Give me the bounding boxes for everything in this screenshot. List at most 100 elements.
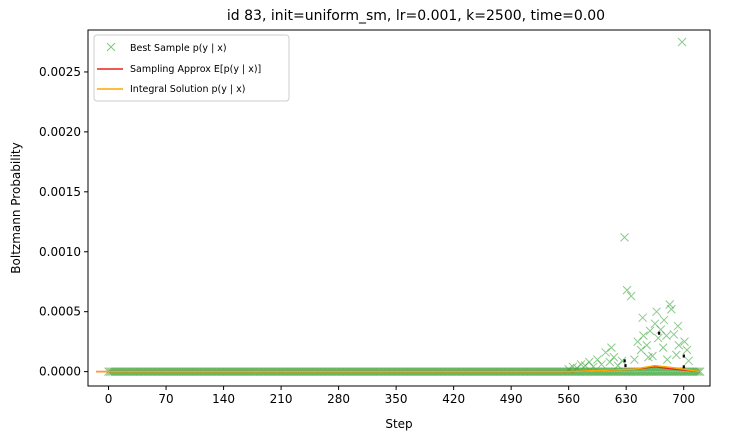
chart-title: id 83, init=uniform_sm, lr=0.001, k=2500…	[227, 8, 605, 24]
best-sample-point-stroke-b	[609, 352, 619, 362]
best-sample-point	[638, 313, 647, 323]
best-sample-point	[626, 291, 636, 301]
best-sample-point	[677, 37, 687, 47]
best-sample-point	[636, 345, 646, 355]
legend-label-integral-solution: Integral Solution p(y | x)	[130, 84, 245, 95]
best-sample-point-stroke-b	[665, 300, 675, 309]
legend-label-best-sample: Best Sample p(y | x)	[130, 43, 227, 54]
best-sample-point-stroke-b	[653, 333, 663, 343]
best-sample-point	[673, 321, 683, 331]
best-sample-point	[607, 343, 616, 352]
best-sample-point	[645, 326, 655, 336]
x-axis: 0 70 140 210 280 350 420 490 560 630 700	[105, 386, 695, 406]
x-tick-label: 700	[672, 392, 695, 406]
sample-mark	[624, 364, 627, 368]
best-sample-point-stroke-b	[636, 345, 646, 355]
best-sample-point	[658, 343, 668, 352]
best-sample-point-stroke-b	[669, 330, 679, 339]
best-sample-point	[674, 340, 684, 350]
best-sample-point	[630, 355, 639, 364]
best-sample-point	[659, 315, 669, 325]
best-sample-point-stroke-b	[695, 367, 705, 376]
sample-mark	[682, 365, 685, 369]
best-sample-point-stroke-b	[607, 343, 616, 352]
sample-mark	[658, 331, 661, 335]
x-tick-label: 490	[500, 392, 523, 406]
y-tick-label: 0.0025	[39, 65, 81, 79]
best-sample-point-stroke-b	[642, 340, 652, 350]
legend: Best Sample p(y | x) Sampling Approx E[p…	[93, 34, 290, 102]
y-axis-label: Boltzmann Probability	[9, 142, 23, 273]
best-sample-point	[588, 362, 598, 372]
best-sample-point	[669, 330, 679, 339]
best-sample-point-stroke-b	[622, 285, 632, 295]
best-sample-point	[597, 360, 606, 369]
best-sample-point	[662, 355, 672, 364]
legend-label-sampling-approx: Sampling Approx E[p(y | x)]	[130, 64, 261, 75]
best-sample-point-stroke-b	[584, 357, 594, 367]
best-sample-point-stroke-b	[682, 345, 692, 355]
best-sample-point-stroke-b	[658, 343, 668, 352]
y-tick-label: 0.0015	[39, 185, 81, 199]
best-sample-point	[622, 285, 632, 295]
legend-box	[93, 34, 290, 102]
best-sample-point-stroke-b	[684, 356, 693, 366]
best-sample-point	[653, 333, 663, 343]
best-sample-point-stroke-b	[617, 356, 627, 366]
x-tick-label: 140	[212, 392, 235, 406]
y-tick-label: 0.0020	[39, 125, 81, 139]
best-sample-point-stroke-b	[601, 348, 611, 357]
best-sample-point-stroke-b	[673, 321, 683, 331]
best-sample-point-stroke-b	[650, 319, 660, 329]
best-sample-point-stroke-b	[568, 362, 578, 372]
best-sample-point-stroke-b	[667, 304, 676, 314]
best-sample-point	[617, 356, 627, 366]
integral-solution-line	[96, 364, 701, 373]
best-sample-point-stroke-b	[588, 362, 598, 372]
best-sample-point-stroke-b	[638, 313, 647, 323]
y-axis: 0.0000 0.0005 0.0010 0.0015 0.0020 0.0025	[39, 65, 88, 379]
axes-frame	[87, 29, 711, 387]
best-sample-point	[639, 331, 648, 341]
x-tick-label: 70	[158, 392, 173, 406]
best-sample-point-stroke-b	[639, 331, 648, 341]
best-sample-point-stroke-b	[671, 350, 681, 360]
best-sample-point	[680, 337, 689, 347]
x-tick-label: 420	[442, 392, 465, 406]
plot-area	[96, 37, 705, 376]
y-tick-label: 0.0005	[39, 305, 81, 319]
best-sample-point-stroke-b	[630, 355, 639, 364]
best-sample-point-stroke-b	[645, 326, 655, 336]
best-sample-point	[609, 352, 619, 362]
sample-mark	[623, 359, 626, 363]
x-tick-label: 350	[385, 392, 408, 406]
best-sample-point-stroke-b	[597, 360, 606, 369]
best-sample-point	[652, 307, 661, 317]
sample-mark	[682, 354, 685, 358]
best-sample-point	[642, 340, 652, 350]
best-sample-point-stroke-b	[576, 360, 586, 369]
best-sample-point-stroke-b	[674, 340, 684, 350]
best-sample-point	[682, 345, 692, 355]
x-axis-label: Step	[385, 417, 412, 431]
best-sample-point	[665, 300, 675, 309]
best-sample-point	[662, 331, 671, 341]
best-sample-point	[684, 356, 693, 366]
best-sample-point-stroke-b	[644, 352, 653, 362]
x-tick-label: 630	[615, 392, 638, 406]
best-sample-point-stroke-b	[662, 331, 671, 341]
best-sample-point-stroke-b	[680, 337, 689, 347]
x-tick-label: 280	[327, 392, 350, 406]
best-sample-point-stroke-b	[662, 355, 672, 364]
best-sample-point	[695, 367, 705, 376]
y-tick-label: 0.0010	[39, 245, 81, 259]
best-sample-point	[671, 350, 681, 360]
best-sample-point-stroke-b	[677, 37, 687, 47]
x-tick-label: 560	[557, 392, 580, 406]
best-sample-point-stroke-b	[626, 291, 636, 301]
x-tick-label: 210	[270, 392, 293, 406]
best-sample-point-stroke-b	[593, 355, 602, 364]
y-tick-label: 0.0000	[39, 365, 81, 379]
best-sample-point	[644, 352, 653, 362]
